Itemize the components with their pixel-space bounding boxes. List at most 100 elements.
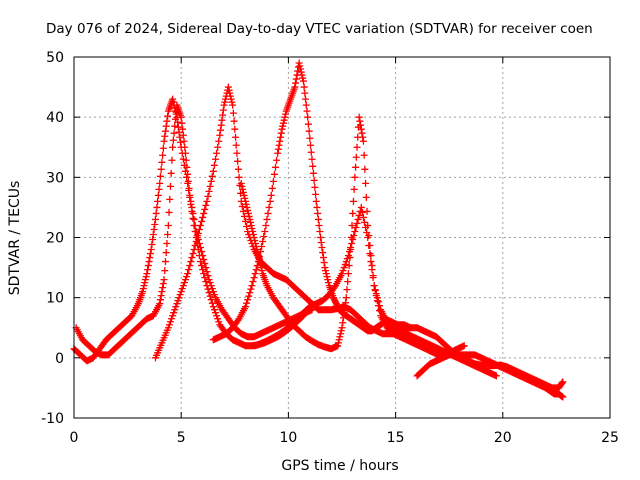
data-point: [220, 101, 228, 109]
data-point: [141, 276, 149, 284]
data-point: [163, 240, 171, 248]
data-point: [144, 266, 152, 274]
data-point: [252, 243, 260, 251]
data-point: [213, 149, 221, 157]
data-point: [242, 303, 250, 311]
data-point: [201, 260, 209, 268]
data-point: [277, 133, 285, 141]
data-point: [341, 261, 349, 269]
data-point: [145, 258, 153, 266]
data-point: [188, 203, 196, 211]
data-point: [172, 303, 180, 311]
data-point: [559, 393, 567, 401]
data-point: [317, 234, 325, 241]
data-point: [343, 255, 351, 263]
data-point: [347, 244, 355, 252]
data-point: [257, 264, 265, 272]
data-point: [256, 258, 264, 266]
data-point: [154, 197, 162, 205]
data-point: [355, 113, 363, 121]
series-track-a: [70, 95, 307, 365]
data-point: [345, 262, 353, 270]
data-point: [170, 129, 178, 137]
data-point: [337, 327, 345, 335]
data-point: [365, 242, 373, 250]
data-point: [190, 215, 198, 223]
data-point: [352, 153, 360, 161]
data-point: [273, 156, 281, 164]
data-point: [175, 128, 183, 136]
data-point: [176, 138, 184, 146]
data-point: [340, 264, 348, 272]
data-point: [143, 270, 151, 278]
y-tick-label: 10: [46, 291, 64, 307]
data-point: [164, 221, 172, 229]
data-point: [170, 309, 178, 317]
data-point: [219, 111, 227, 119]
data-point: [308, 155, 316, 163]
data-point: [209, 167, 217, 175]
data-point: [180, 137, 188, 145]
data-point: [208, 299, 216, 307]
chart-title: Day 076 of 2024, Sidereal Day-to-day VTE…: [46, 21, 593, 37]
data-point: [332, 300, 340, 308]
data-point: [239, 207, 247, 215]
data-point: [239, 188, 247, 196]
data-point: [269, 177, 277, 185]
data-point: [300, 83, 308, 91]
data-point: [342, 299, 350, 307]
data-point: [257, 261, 265, 269]
data-point: [352, 223, 360, 231]
data-point: [351, 173, 359, 181]
data-point: [196, 244, 204, 252]
data-point: [353, 143, 361, 151]
data-point: [307, 148, 315, 156]
data-point: [264, 209, 272, 217]
data-point: [213, 312, 221, 320]
data-point: [361, 165, 369, 173]
data-point: [362, 223, 370, 231]
data-point: [184, 170, 192, 178]
data-point: [318, 244, 326, 252]
data-point: [151, 220, 159, 228]
data-point: [253, 246, 261, 254]
data-point: [209, 288, 217, 296]
data-point: [177, 288, 185, 296]
data-point: [339, 319, 347, 327]
data-point: [317, 239, 325, 247]
data-point: [187, 258, 195, 266]
data-point: [183, 273, 191, 281]
data-point: [244, 296, 252, 304]
data-point: [299, 74, 307, 82]
data-point: [309, 169, 317, 177]
data-point: [185, 184, 193, 192]
data-point: [212, 155, 220, 163]
data-point: [139, 288, 147, 296]
data-point: [314, 215, 322, 223]
data-point: [188, 254, 196, 262]
data-point: [360, 151, 368, 159]
data-point: [216, 131, 224, 139]
data-point: [279, 119, 287, 127]
data-point: [146, 254, 154, 262]
data-point: [171, 122, 179, 130]
data-point: [376, 302, 384, 310]
data-point: [243, 203, 251, 211]
data-point: [268, 184, 276, 192]
data-point: [363, 207, 371, 215]
data-point: [226, 89, 234, 97]
data-point: [156, 296, 164, 304]
data-point: [169, 98, 177, 106]
data-point: [343, 286, 351, 294]
data-point: [189, 209, 197, 217]
x-tick-label: 0: [70, 430, 79, 446]
data-point: [158, 288, 166, 296]
data-point: [249, 230, 257, 238]
data-point: [206, 292, 214, 300]
data-point: [141, 279, 149, 287]
data-point: [156, 300, 164, 308]
data-point: [159, 280, 167, 288]
data-point: [217, 121, 225, 129]
data-point: [164, 324, 172, 332]
data-point: [150, 225, 158, 233]
